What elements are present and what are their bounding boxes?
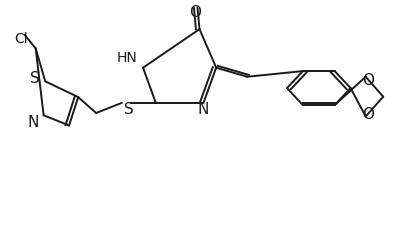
Text: O: O <box>361 106 374 121</box>
Text: O: O <box>361 72 374 87</box>
Text: Cl: Cl <box>14 32 28 46</box>
Text: S: S <box>30 70 40 85</box>
Text: HN: HN <box>117 51 138 65</box>
Text: N: N <box>28 115 39 130</box>
Text: O: O <box>189 5 201 20</box>
Text: S: S <box>124 102 134 117</box>
Text: N: N <box>198 102 209 117</box>
